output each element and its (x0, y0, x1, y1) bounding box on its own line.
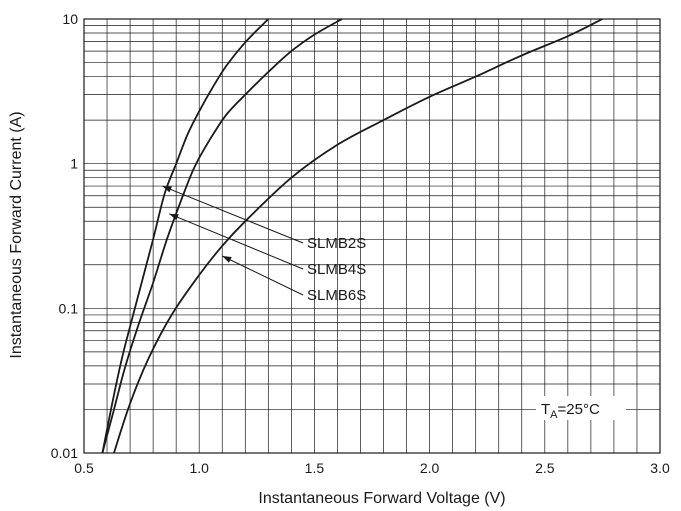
y-tick-label: 10 (62, 11, 78, 27)
y-tick-label: 0.1 (59, 300, 79, 316)
label-arrowhead (222, 256, 232, 263)
label-arrow-line (222, 255, 304, 296)
series-line-slmb2s (101, 18, 269, 454)
plot-frame (83, 18, 661, 454)
grid (84, 19, 660, 453)
series-label-slmb4s: SLMB4S (307, 261, 366, 278)
x-tick-label: 3.0 (650, 460, 670, 476)
series-label-slmb2s: SLMB2S (307, 235, 366, 252)
y-tick-label: 1 (70, 156, 78, 172)
curves (101, 18, 603, 454)
series-line-slmb4s (101, 18, 343, 454)
label-arrows (162, 185, 304, 296)
x-tick-label: 0.5 (74, 460, 94, 476)
series-label-slmb6s: SLMB6S (307, 287, 366, 304)
x-tick-label: 1.5 (305, 460, 325, 476)
x-tick-labels: 0.5 1.0 1.5 2.0 2.5 3.0 (74, 460, 670, 476)
x-tick-label: 2.5 (535, 460, 555, 476)
label-arrowhead (169, 213, 179, 221)
x-tick-label: 1.0 (189, 460, 209, 476)
label-arrow-line (162, 185, 304, 244)
series-line-slmb6s (113, 18, 603, 454)
x-axis-title: Instantaneous Forward Voltage (V) (258, 490, 505, 507)
y-axis-title: Instantaneous Forward Current (A) (8, 111, 25, 358)
annotation-background (536, 396, 626, 420)
y-tick-label: 0.01 (51, 445, 78, 461)
label-arrowhead (162, 186, 172, 193)
x-tick-label: 2.0 (420, 460, 440, 476)
label-arrow-line (169, 213, 304, 270)
y-tick-labels: 0.01 0.1 1 10 (51, 11, 78, 461)
temperature-annotation: TA=25°C (541, 401, 600, 421)
